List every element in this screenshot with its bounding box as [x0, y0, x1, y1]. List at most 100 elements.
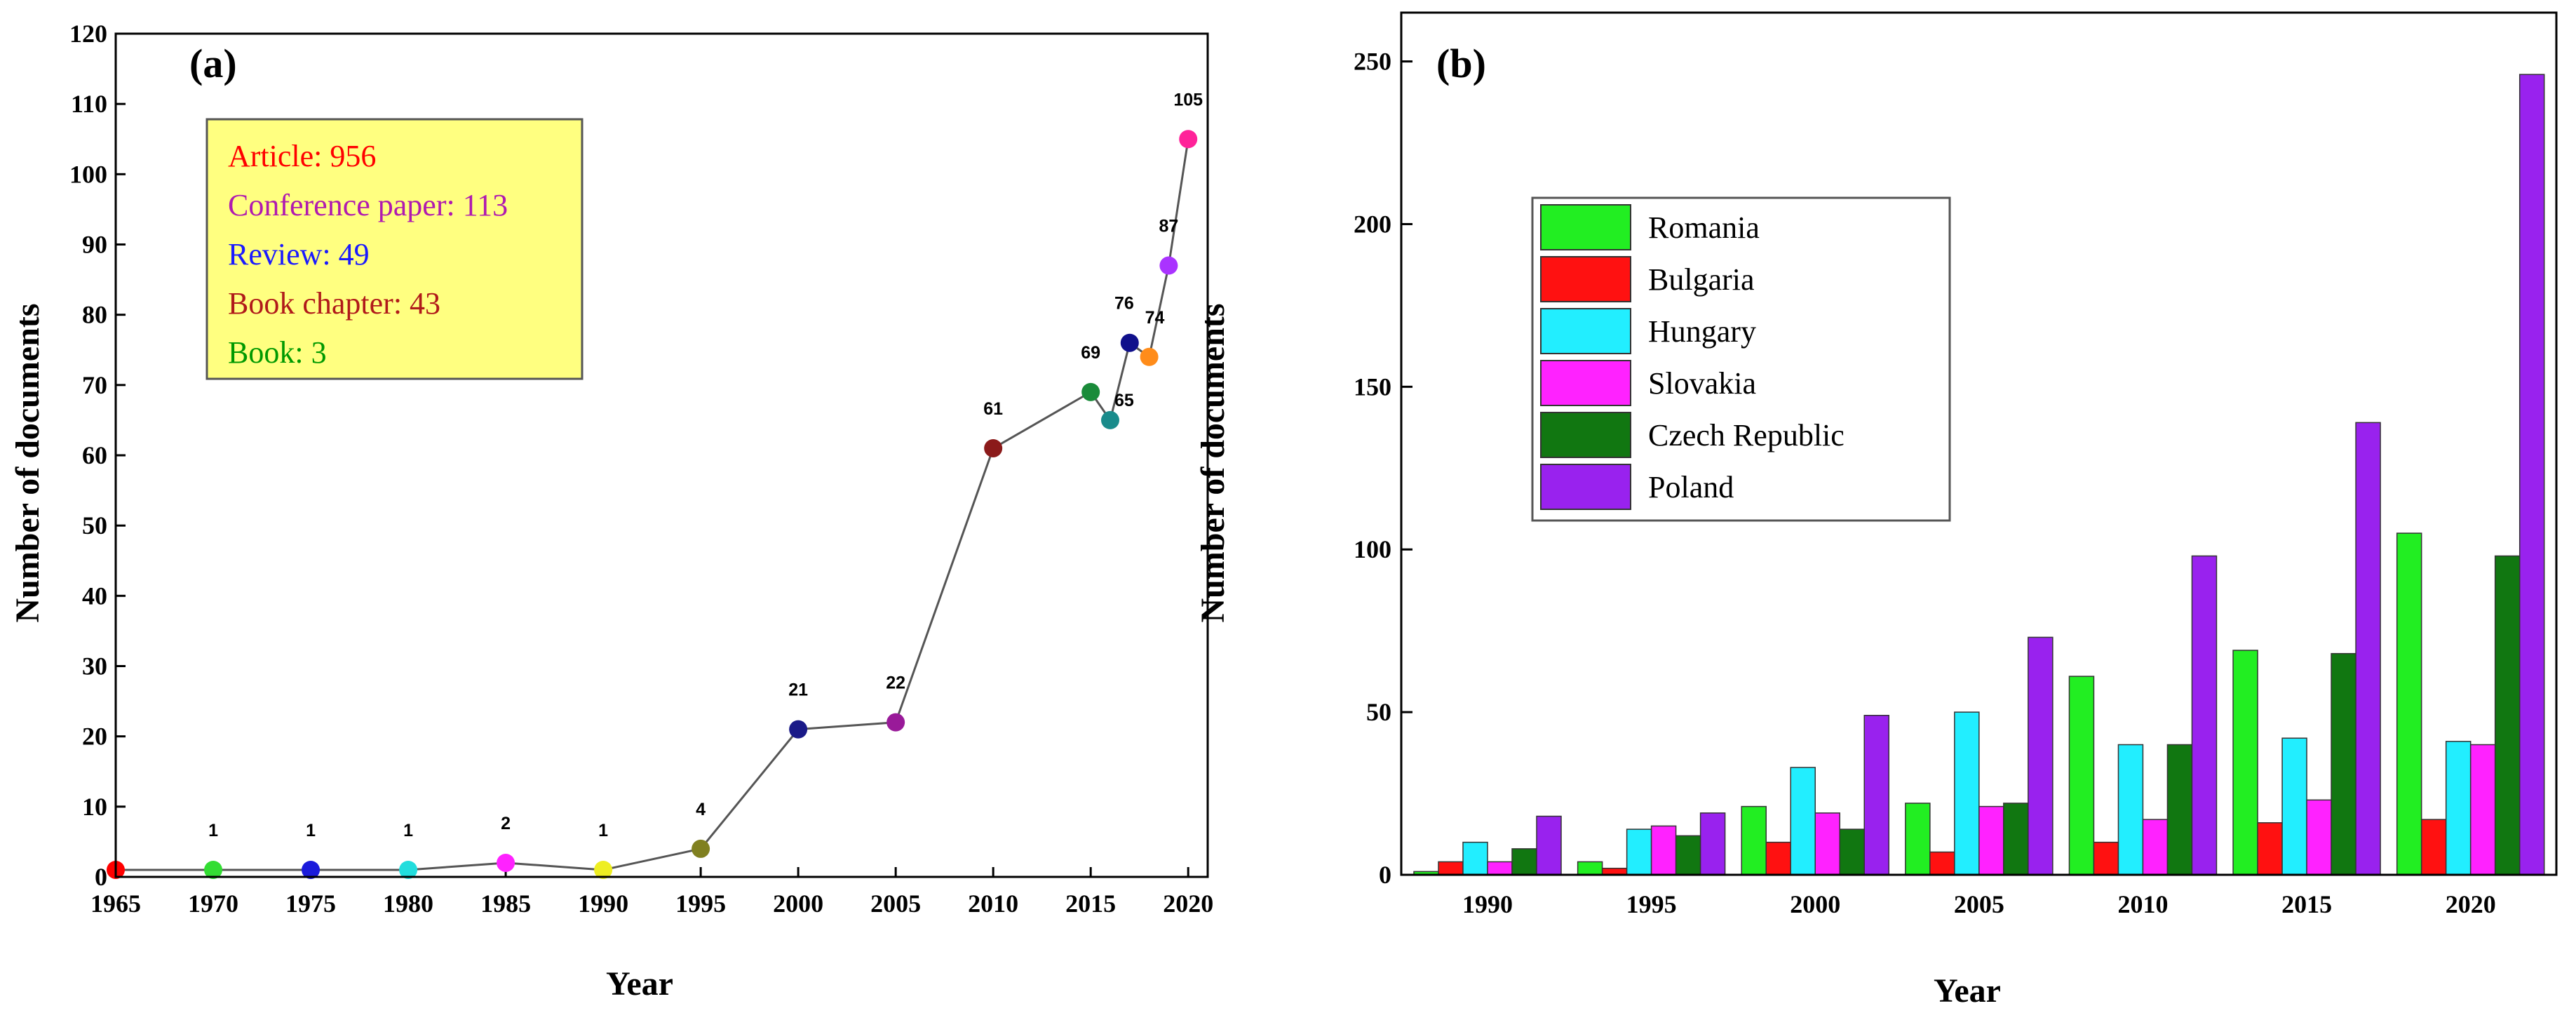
- a-y-tick-label: 100: [69, 160, 107, 188]
- a-y-tick-label: 30: [82, 652, 107, 680]
- b-x-axis-title: Year: [1934, 972, 2001, 1009]
- legend-swatch: [1540, 204, 1631, 250]
- data-point: [204, 860, 223, 879]
- b-x-tick-label: 2020: [2446, 890, 2496, 918]
- data-point-label: 1: [208, 821, 218, 840]
- a-y-tick-label: 70: [82, 371, 107, 399]
- info-book-chapter: Book chapter: 43: [228, 286, 440, 321]
- data-point-label: 1: [598, 821, 608, 840]
- b-y-tick-label: 100: [1354, 535, 1391, 563]
- bar: [1462, 841, 1488, 876]
- a-x-tick-label: 1995: [675, 890, 726, 918]
- data-point: [1159, 256, 1178, 275]
- info-box-background: [205, 118, 584, 380]
- bar: [1863, 715, 1889, 876]
- bar: [2518, 74, 2545, 876]
- data-point: [594, 860, 613, 879]
- bar: [2232, 650, 2258, 876]
- data-point: [497, 853, 515, 872]
- bar-chart-panel: 0 50 100 150 200 250 1990 1995 2000 2005 2010 2015 2…: [1194, 11, 2558, 1009]
- a-y-tick-label: 80: [82, 301, 107, 329]
- b-y-tick-label: 50: [1366, 698, 1391, 726]
- data-point: [984, 438, 1003, 457]
- bar: [2494, 555, 2521, 876]
- data-point: [1081, 382, 1100, 401]
- bar: [2166, 744, 2193, 876]
- bar: [1790, 767, 1816, 876]
- a-y-tick-label: 10: [82, 793, 107, 821]
- bar: [2142, 819, 2169, 876]
- a-x-tick-label: 1985: [480, 890, 531, 918]
- bar: [2028, 636, 2054, 876]
- bar: [2281, 737, 2307, 876]
- a-x-tick-label: 1965: [90, 890, 141, 918]
- bar: [2117, 744, 2144, 876]
- bar: [2420, 819, 2447, 876]
- bar: [1765, 841, 1791, 876]
- a-y-tick-label: 110: [71, 90, 107, 118]
- legend-label: Slovakia: [1648, 366, 1756, 401]
- data-point-label: 87: [1159, 217, 1178, 236]
- a-x-tick-label: 1975: [285, 890, 336, 918]
- legend-swatch: [1540, 256, 1631, 302]
- b-axis-frame: [1400, 11, 2558, 876]
- a-x-tick-label: 2000: [773, 890, 823, 918]
- a-x-tick-label: 2020: [1163, 890, 1213, 918]
- a-y-tick-label: 120: [69, 20, 107, 48]
- data-point-label: 76: [1114, 294, 1134, 314]
- info-review: Review: 49: [228, 237, 370, 271]
- data-point: [399, 860, 418, 879]
- bar: [2257, 822, 2283, 876]
- bar: [1536, 815, 1562, 876]
- bar: [1814, 812, 1840, 876]
- data-point-label: 65: [1114, 391, 1134, 410]
- a-y-tick-label: 90: [82, 231, 107, 259]
- data-point-label: 1: [306, 821, 316, 840]
- b-ticks: 0 50 100 150 200 250 1990 1995 2000 2005 2010 2015 2…: [1354, 48, 2496, 918]
- b-x-tick-label: 2005: [1954, 890, 2004, 918]
- a-y-tick-label: 20: [82, 723, 107, 751]
- bar: [2306, 799, 2332, 876]
- b-x-tick-label: 2010: [2117, 890, 2168, 918]
- data-point-label: 22: [886, 673, 905, 693]
- b-y-tick-label: 200: [1354, 210, 1391, 238]
- legend-label: Hungary: [1648, 314, 1756, 349]
- a-x-tick-label: 1970: [188, 890, 238, 918]
- document-type-box: Article: 956 Conference paper: 113 Revie…: [205, 118, 584, 380]
- a-x-tick-label: 1980: [383, 890, 433, 918]
- b-y-tick-label: 250: [1354, 48, 1391, 76]
- data-point: [1140, 347, 1159, 366]
- bar: [2396, 532, 2422, 876]
- a-data-points: [107, 130, 1198, 879]
- info-book: Book: 3: [228, 335, 327, 370]
- data-point-label: 1: [403, 821, 413, 840]
- bar: [1905, 803, 1931, 876]
- b-x-tick-label: 1990: [1462, 890, 1513, 918]
- a-y-axis-title: Number of documents: [9, 303, 46, 622]
- bar: [2093, 841, 2119, 876]
- bar: [1577, 861, 1603, 876]
- bar: [2331, 652, 2356, 876]
- bar: [2445, 741, 2472, 876]
- a-y-tick-label: 60: [82, 441, 107, 469]
- bar: [1626, 828, 1652, 876]
- data-point-label: 74: [1145, 308, 1165, 328]
- b-y-axis-title: Number of documents: [1194, 303, 1232, 622]
- a-x-tick-label: 2015: [1065, 890, 1116, 918]
- line-chart-panel: 0 10 20 30 40 50 60 70 80 90 100 110 120 1965 1970 1975…: [9, 20, 1213, 1002]
- bar: [1741, 805, 1767, 876]
- panel-label-b: (b): [1436, 41, 1486, 86]
- a-x-axis-title: Year: [606, 965, 673, 1002]
- bar: [2191, 555, 2218, 876]
- bar: [1954, 711, 1980, 876]
- b-x-tick-label: 2015: [2281, 890, 2332, 918]
- bar: [1511, 848, 1537, 876]
- bar: [1675, 835, 1701, 876]
- bar: [1699, 812, 1726, 876]
- bar: [1650, 825, 1677, 876]
- legend-label: Bulgaria: [1648, 262, 1755, 297]
- data-point: [886, 713, 905, 732]
- a-x-tick-label: 2005: [870, 890, 921, 918]
- legend: Romania Bulgaria Hungary Slovakia Czech Repu…: [1531, 196, 1951, 522]
- b-y-tick-label: 150: [1354, 373, 1391, 401]
